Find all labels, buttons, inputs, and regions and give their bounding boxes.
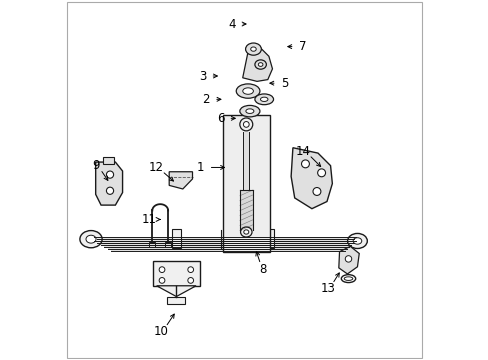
Circle shape (301, 160, 309, 168)
Circle shape (187, 267, 193, 273)
Ellipse shape (245, 109, 253, 113)
Bar (223, 116, 269, 252)
Ellipse shape (242, 88, 253, 94)
Polygon shape (96, 162, 122, 205)
Bar (165, 242, 171, 247)
Polygon shape (169, 172, 192, 189)
Text: 2: 2 (202, 93, 209, 106)
Polygon shape (242, 48, 272, 81)
Ellipse shape (254, 60, 266, 69)
Bar (172, 229, 180, 248)
Ellipse shape (260, 97, 267, 102)
Ellipse shape (244, 230, 248, 234)
Text: 14: 14 (295, 145, 310, 158)
Circle shape (106, 171, 113, 178)
Ellipse shape (352, 238, 361, 244)
Ellipse shape (240, 227, 251, 237)
Ellipse shape (347, 233, 366, 248)
Circle shape (159, 278, 164, 283)
Ellipse shape (254, 94, 273, 105)
Ellipse shape (236, 84, 260, 98)
Bar (102, 157, 113, 164)
Circle shape (312, 188, 320, 195)
Ellipse shape (86, 235, 96, 243)
Bar (265, 229, 273, 248)
Circle shape (239, 118, 252, 131)
Circle shape (187, 278, 193, 283)
Polygon shape (338, 246, 359, 274)
Circle shape (317, 169, 325, 177)
Circle shape (159, 267, 164, 273)
Text: 5: 5 (281, 77, 288, 90)
Bar (149, 242, 155, 247)
Polygon shape (290, 148, 332, 209)
Text: 7: 7 (298, 40, 305, 53)
Circle shape (345, 256, 351, 262)
Text: 6: 6 (216, 112, 224, 125)
Bar (167, 297, 185, 304)
Ellipse shape (250, 47, 256, 51)
Text: 1: 1 (197, 161, 204, 174)
Text: 10: 10 (154, 325, 168, 338)
Text: 8: 8 (259, 262, 266, 275)
Text: 11: 11 (141, 213, 156, 226)
Text: 4: 4 (228, 18, 236, 31)
Circle shape (243, 122, 249, 127)
Polygon shape (156, 286, 196, 297)
Text: 9: 9 (92, 159, 100, 172)
Ellipse shape (239, 105, 260, 117)
Text: 3: 3 (199, 69, 206, 82)
Circle shape (106, 187, 113, 194)
Text: 13: 13 (320, 282, 335, 295)
Ellipse shape (258, 63, 263, 66)
Ellipse shape (344, 277, 352, 280)
Ellipse shape (80, 230, 102, 248)
Text: 12: 12 (148, 161, 163, 174)
Bar (153, 261, 199, 286)
Ellipse shape (245, 43, 261, 55)
